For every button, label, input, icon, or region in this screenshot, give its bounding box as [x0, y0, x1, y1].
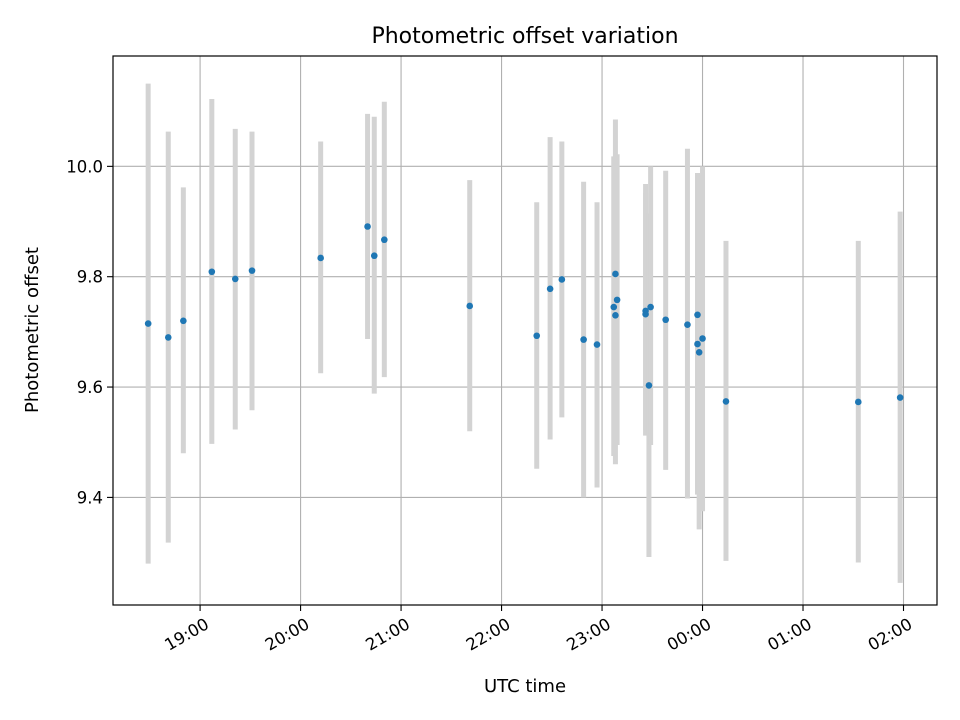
data-point [695, 348, 703, 356]
data-point [699, 335, 706, 342]
chart-title: Photometric offset variation [371, 24, 678, 49]
x-tick-label: 19:00 [161, 614, 212, 654]
x-tick-label: 02:00 [865, 614, 916, 654]
data-point [580, 336, 587, 343]
data-point [694, 311, 701, 319]
data-point [896, 394, 904, 401]
data-point [684, 321, 691, 329]
data-point [645, 382, 653, 389]
y-tick-label: 9.6 [77, 378, 103, 397]
data-point [722, 398, 730, 405]
plot-frame [112, 55, 938, 606]
y-axis-label: Photometric offset [22, 247, 43, 413]
x-axis-ticks: 19:00 20:00 21:00 22:00 23:00 00:00 01:00 02:00 [161, 605, 916, 655]
data-point [180, 317, 187, 325]
y-tick-label: 9.8 [77, 268, 103, 287]
data-point [208, 268, 216, 276]
data-point [164, 334, 172, 341]
x-axis-label: UTC time [484, 676, 566, 697]
data-point [612, 312, 619, 319]
data-points [144, 223, 904, 406]
data-point [370, 252, 378, 260]
data-point [647, 303, 654, 311]
error-bars [145, 83, 903, 583]
data-point [231, 275, 239, 283]
x-tick-label: 23:00 [563, 614, 614, 654]
x-tick-label: 20:00 [262, 614, 313, 654]
data-point [144, 320, 152, 327]
x-tick-label: 00:00 [664, 614, 715, 654]
data-point [248, 267, 256, 274]
data-point [613, 296, 621, 304]
data-point [854, 398, 862, 406]
data-point [466, 302, 474, 310]
data-point [662, 316, 669, 324]
y-tick-label: 10.0 [66, 157, 103, 176]
data-point [533, 332, 541, 340]
y-tick-label: 9.4 [77, 488, 103, 507]
data-point [558, 276, 566, 283]
data-point [642, 310, 649, 318]
data-point [593, 341, 601, 348]
data-point [694, 340, 701, 348]
data-point [317, 254, 324, 262]
x-tick-label: 22:00 [463, 614, 514, 654]
data-point [610, 303, 618, 311]
data-point [612, 270, 619, 278]
x-tick-label: 21:00 [362, 614, 413, 654]
y-axis-ticks: 9.4 9.6 9.8 10.0 [66, 157, 113, 507]
data-point [364, 223, 371, 230]
data-point [381, 236, 388, 244]
data-point [546, 285, 554, 293]
x-tick-label: 01:00 [764, 614, 815, 654]
